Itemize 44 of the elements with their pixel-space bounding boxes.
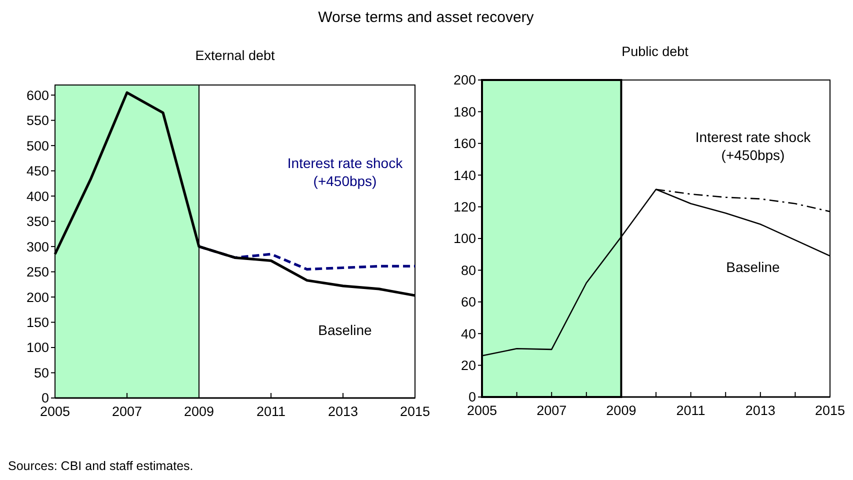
y-tick-label: 300	[26, 239, 49, 254]
y-tick-label: 400	[26, 188, 49, 204]
x-tick-label: 2007	[536, 403, 567, 418]
y-tick-label: 140	[453, 168, 476, 183]
y-tick-label: 500	[26, 138, 49, 154]
text: Interest rate shock (+450bps)	[695, 129, 812, 163]
y-tick-label: 180	[453, 104, 476, 120]
chart-title: Worse terms and asset recovery	[318, 9, 534, 26]
chart-subtitle: External debt	[195, 48, 276, 63]
x-tick-label: 2013	[328, 404, 358, 419]
x-tick-label: 2009	[184, 404, 214, 419]
y-tick-label: 450	[26, 164, 49, 179]
text: Interest rate shock (+450bps)	[287, 155, 404, 189]
y-tick-label: 250	[26, 264, 49, 280]
y-tick-label: 100	[453, 231, 476, 246]
x-tick-label: 2015	[814, 403, 846, 418]
y-tick-label: 150	[26, 315, 49, 330]
y-tick-label: 20	[460, 358, 476, 374]
y-tick-label: 200	[26, 290, 49, 305]
y-tick-label: 600	[26, 88, 49, 103]
y-tick-label: 200	[453, 72, 476, 88]
y-tick-label: 60	[460, 294, 476, 310]
y-tick-label: 50	[34, 365, 49, 380]
x-tick-label: 2011	[256, 404, 286, 419]
source-note: Sources: CBI and staff estimates.	[8, 459, 194, 473]
text: Baseline	[318, 322, 372, 338]
y-tick-label: 350	[26, 214, 49, 230]
chart-subtitle: Public debt	[622, 44, 689, 59]
x-tick-label: 2007	[112, 404, 142, 419]
x-tick-label: 2009	[606, 403, 636, 418]
x-tick-label: 2013	[745, 403, 776, 418]
y-tick-label: 0	[41, 390, 49, 406]
x-tick-label: 2005	[466, 403, 498, 418]
y-tick-label: 80	[460, 262, 476, 278]
y-tick-label: 550	[26, 113, 49, 128]
y-tick-label: 160	[453, 136, 476, 152]
y-tick-label: 120	[453, 200, 476, 215]
x-tick-label: 2015	[400, 404, 430, 419]
series-label: Baseline	[726, 259, 780, 275]
y-tick-label: 100	[26, 340, 49, 356]
x-tick-label: 2011	[676, 403, 706, 418]
y-tick-label: 0	[468, 390, 476, 405]
x-tick-label: 2005	[40, 404, 70, 419]
y-tick-label: 40	[460, 326, 476, 342]
